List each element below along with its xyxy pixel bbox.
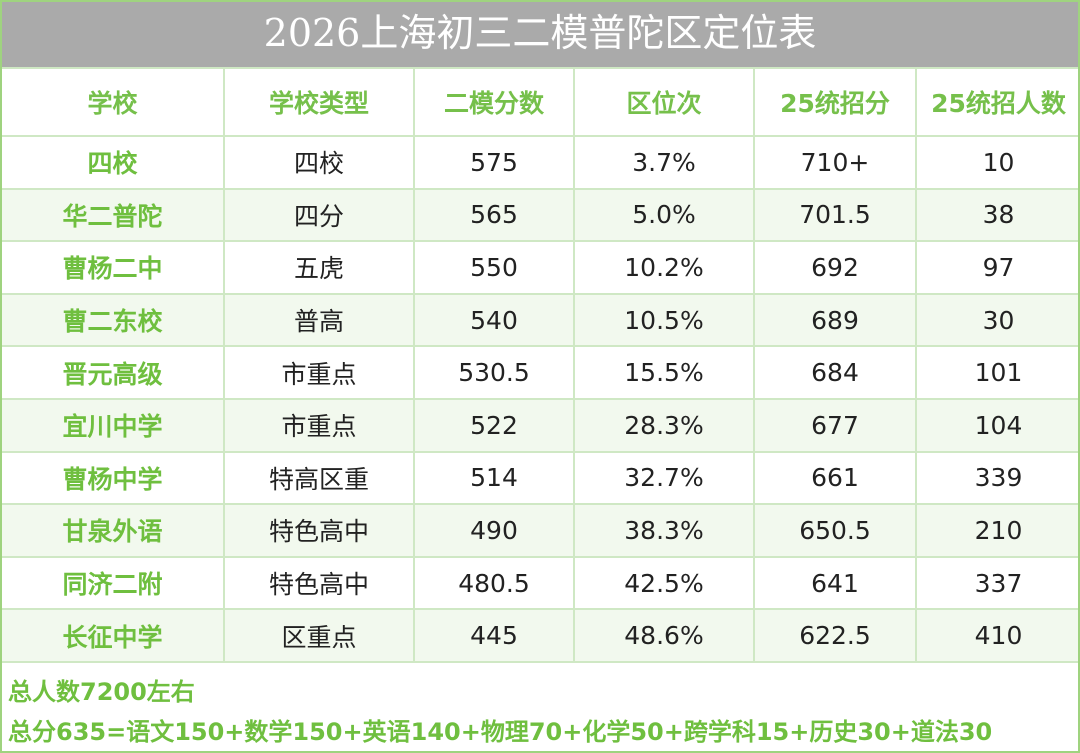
- cell-school-type: 四校: [223, 135, 415, 190]
- cell-admission-score: 701.5: [753, 187, 917, 243]
- table-row: 华二普陀 四分 565 5.0% 701.5 38: [0, 187, 1080, 243]
- cell-school: 曹杨二中: [0, 240, 225, 295]
- table-row: 长征中学 区重点 445 48.6% 622.5 410: [0, 608, 1080, 663]
- cell-school: 华二普陀: [0, 187, 225, 243]
- cell-school: 甘泉外语: [0, 503, 225, 558]
- header-school-type: 学校类型: [223, 67, 415, 137]
- cell-mock-score: 480.5: [413, 555, 575, 611]
- table-row: 宜川中学 市重点 522 28.3% 677 104: [0, 397, 1080, 453]
- cell-admission-score: 692: [753, 240, 917, 295]
- cell-school-type: 特色高中: [223, 503, 415, 558]
- table-row: 甘泉外语 特色高中 490 38.3% 650.5 210: [0, 503, 1080, 558]
- cell-admission-score: 650.5: [753, 503, 917, 558]
- cell-school-type: 市重点: [223, 397, 415, 453]
- cell-admission-count: 30: [915, 292, 1080, 348]
- cell-school-type: 特高区重: [223, 450, 415, 506]
- header-admission-score: 25统招分: [753, 67, 917, 137]
- cell-admission-score: 661: [753, 450, 917, 506]
- header-district-rank: 区位次: [573, 67, 755, 137]
- cell-school: 四校: [0, 135, 225, 190]
- cell-district-rank: 5.0%: [573, 187, 755, 243]
- cell-admission-score: 641: [753, 555, 917, 611]
- total-students-note: 总人数7200左右: [8, 678, 195, 706]
- score-breakdown-note: 总分635=语文150+数学150+英语140+物理70+化学50+跨学科15+…: [8, 718, 993, 746]
- cell-admission-score: 710+: [753, 135, 917, 190]
- cell-mock-score: 550: [413, 240, 575, 295]
- cell-school: 曹二东校: [0, 292, 225, 348]
- header-mock-score: 二模分数: [413, 67, 575, 137]
- cell-admission-score: 684: [753, 345, 917, 400]
- cell-school-type: 市重点: [223, 345, 415, 400]
- cell-mock-score: 540: [413, 292, 575, 348]
- cell-school: 同济二附: [0, 555, 225, 611]
- table-row: 四校 四校 575 3.7% 710+ 10: [0, 135, 1080, 190]
- cell-district-rank: 10.5%: [573, 292, 755, 348]
- cell-admission-count: 337: [915, 555, 1080, 611]
- cell-mock-score: 565: [413, 187, 575, 243]
- cell-district-rank: 10.2%: [573, 240, 755, 295]
- cell-district-rank: 3.7%: [573, 135, 755, 190]
- cell-district-rank: 32.7%: [573, 450, 755, 506]
- cell-admission-count: 410: [915, 608, 1080, 663]
- cell-mock-score: 490: [413, 503, 575, 558]
- cell-district-rank: 28.3%: [573, 397, 755, 453]
- table-row: 同济二附 特色高中 480.5 42.5% 641 337: [0, 555, 1080, 611]
- cell-school-type: 四分: [223, 187, 415, 243]
- cell-district-rank: 38.3%: [573, 503, 755, 558]
- cell-school: 晋元高级: [0, 345, 225, 400]
- cell-school: 宜川中学: [0, 397, 225, 453]
- cell-district-rank: 42.5%: [573, 555, 755, 611]
- table-row: 晋元高级 市重点 530.5 15.5% 684 101: [0, 345, 1080, 400]
- cell-admission-count: 10: [915, 135, 1080, 190]
- cell-school-type: 区重点: [223, 608, 415, 663]
- cell-school: 曹杨中学: [0, 450, 225, 506]
- cell-mock-score: 522: [413, 397, 575, 453]
- table-header-row: 学校 学校类型 二模分数 区位次 25统招分 25统招人数: [0, 67, 1080, 137]
- school-table-container: 学校 学校类型 二模分数 区位次 25统招分 25统招人数 四校 四校 575 3.7…: [0, 67, 1080, 663]
- cell-admission-score: 689: [753, 292, 917, 348]
- table-row: 曹杨二中 五虎 550 10.2% 692 97: [0, 240, 1080, 295]
- cell-admission-count: 339: [915, 450, 1080, 506]
- table-row: 曹二东校 普高 540 10.5% 689 30: [0, 292, 1080, 348]
- header-school: 学校: [0, 67, 225, 137]
- cell-school-type: 普高: [223, 292, 415, 348]
- cell-admission-count: 104: [915, 397, 1080, 453]
- school-table: 学校 学校类型 二模分数 区位次 25统招分 25统招人数 四校 四校 575 3.7…: [0, 67, 1080, 663]
- cell-admission-count: 210: [915, 503, 1080, 558]
- cell-mock-score: 514: [413, 450, 575, 506]
- cell-school-type: 五虎: [223, 240, 415, 295]
- cell-admission-count: 97: [915, 240, 1080, 295]
- cell-school: 长征中学: [0, 608, 225, 663]
- header-admission-count: 25统招人数: [915, 67, 1080, 137]
- table-row: 曹杨中学 特高区重 514 32.7% 661 339: [0, 450, 1080, 506]
- cell-admission-score: 622.5: [753, 608, 917, 663]
- cell-admission-score: 677: [753, 397, 917, 453]
- cell-mock-score: 445: [413, 608, 575, 663]
- page-title: 2026上海初三二模普陀区定位表: [0, 0, 1080, 67]
- cell-mock-score: 575: [413, 135, 575, 190]
- cell-district-rank: 48.6%: [573, 608, 755, 663]
- cell-admission-count: 101: [915, 345, 1080, 400]
- cell-district-rank: 15.5%: [573, 345, 755, 400]
- cell-admission-count: 38: [915, 187, 1080, 243]
- cell-mock-score: 530.5: [413, 345, 575, 400]
- cell-school-type: 特色高中: [223, 555, 415, 611]
